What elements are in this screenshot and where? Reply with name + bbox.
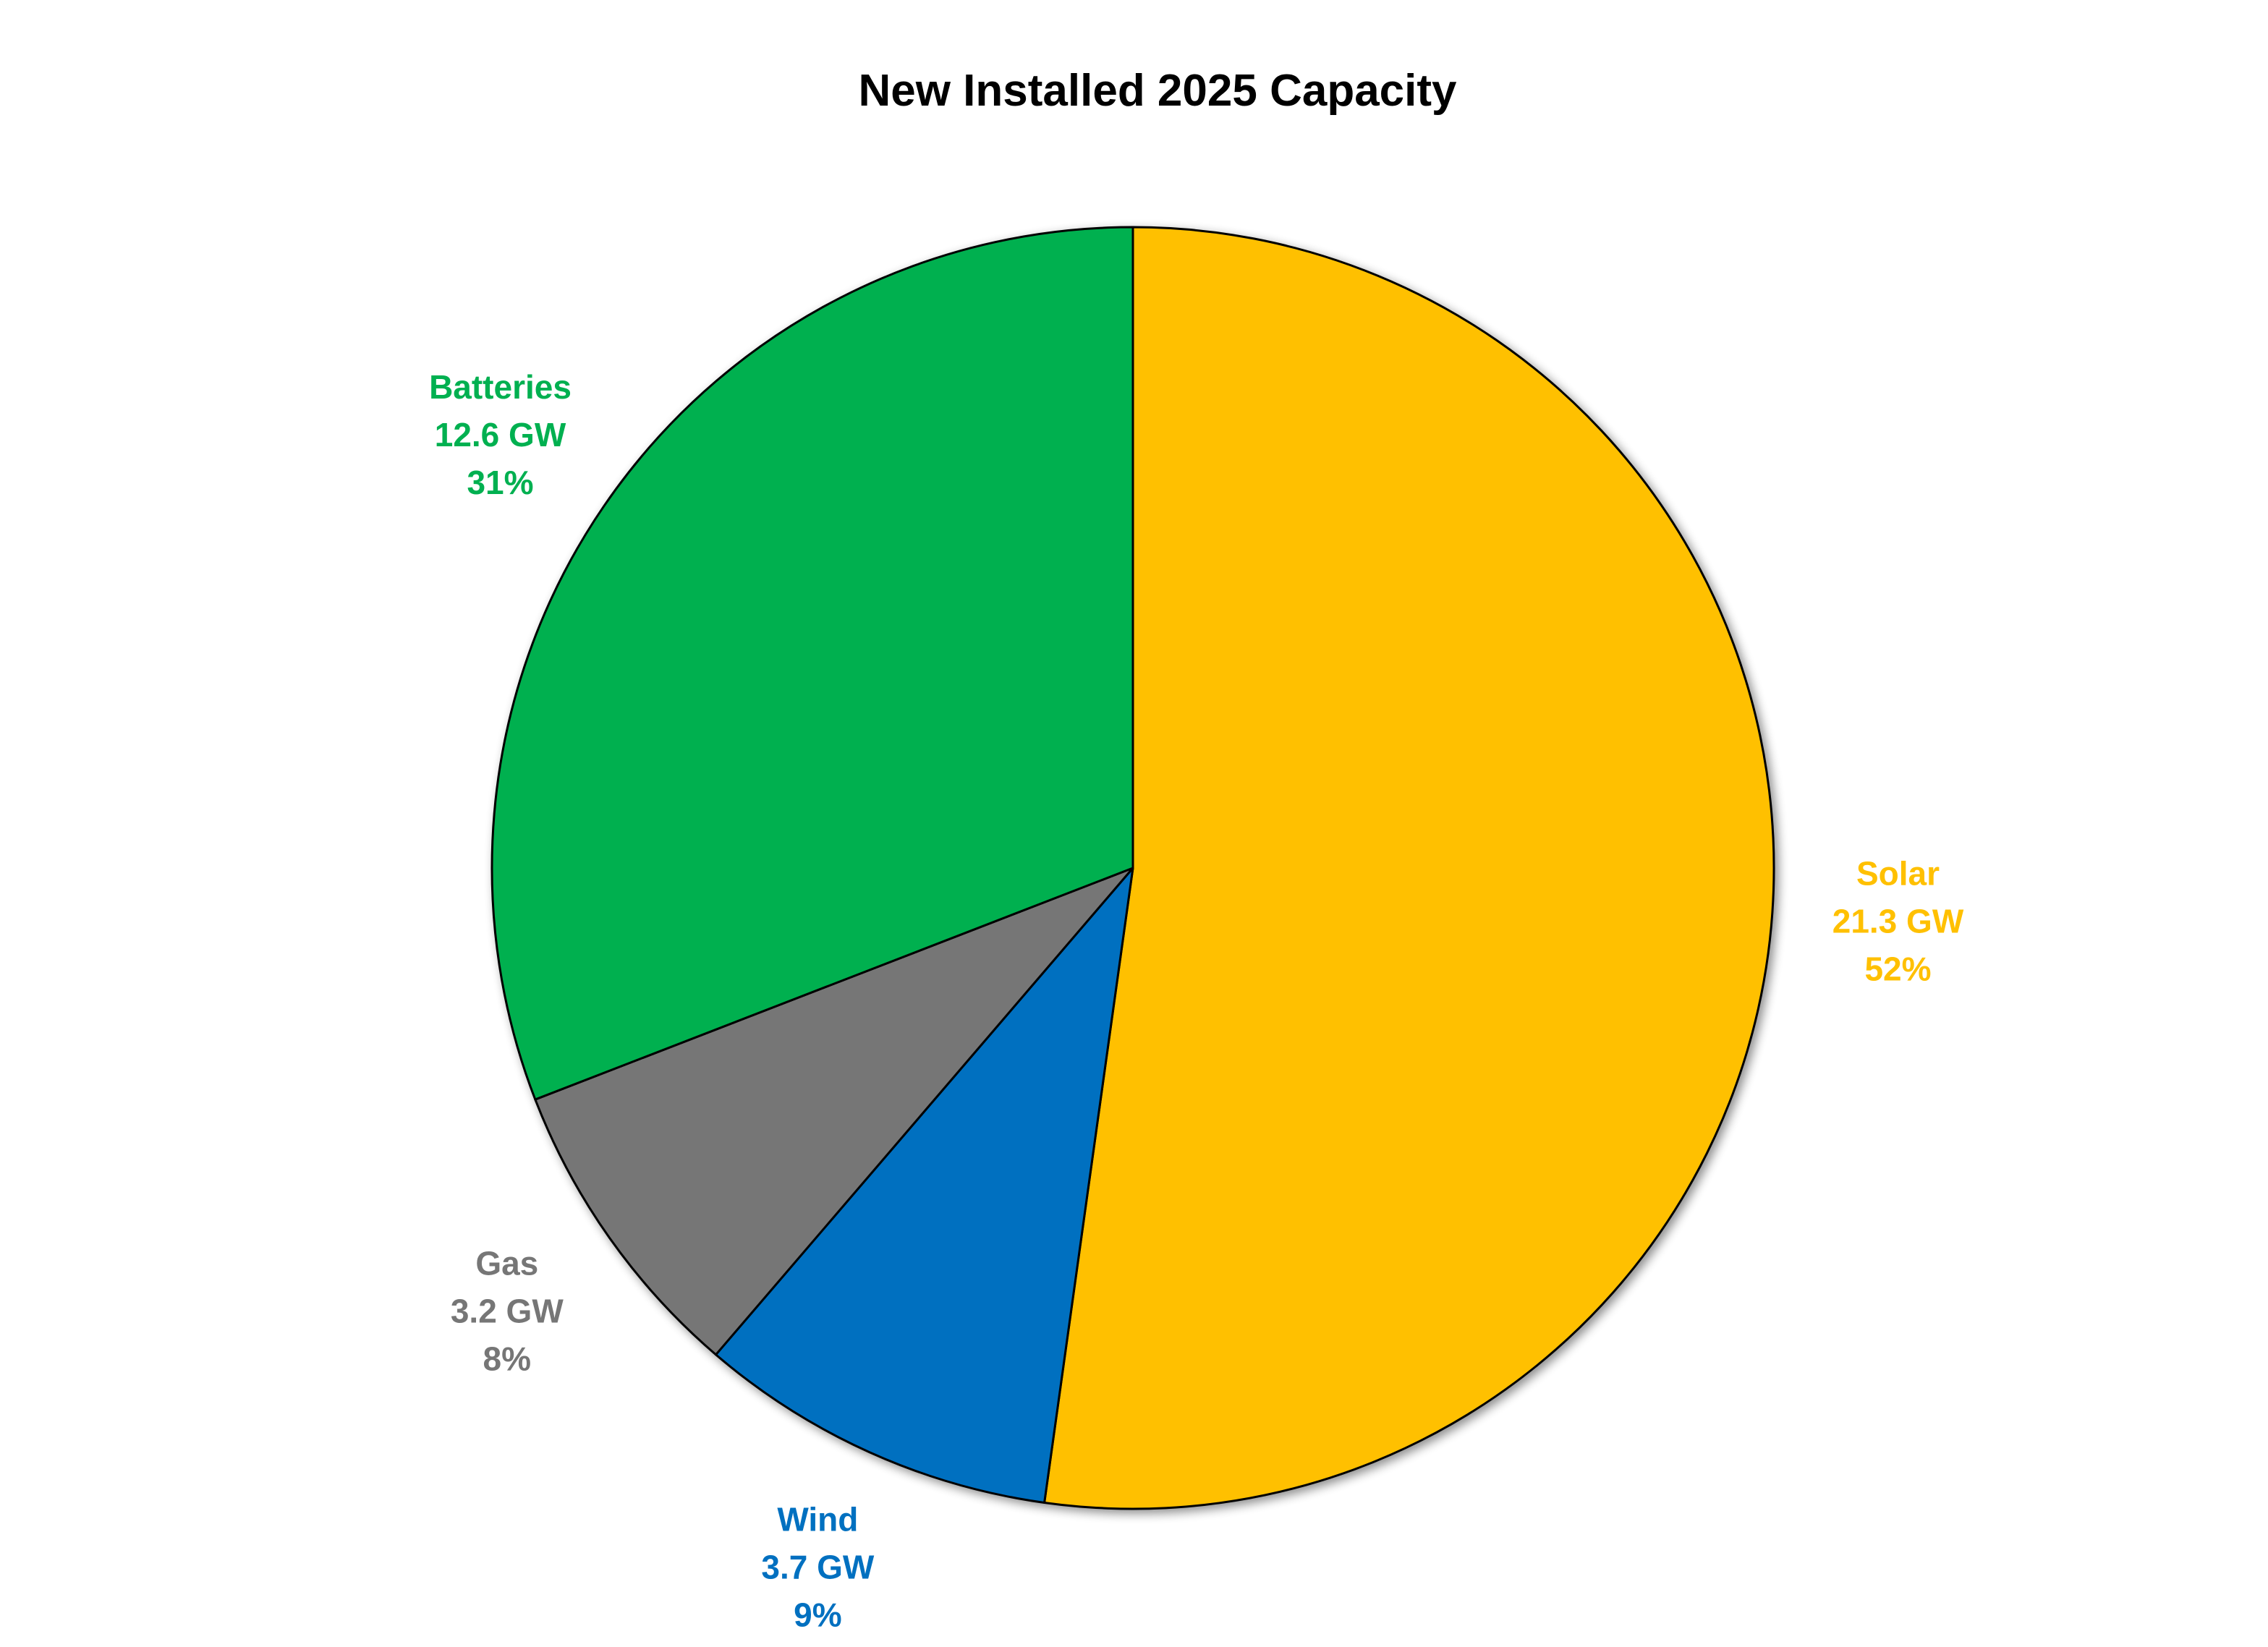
pie-labels: Solar 21.3 GW 52% Wind 3.7 GW 9% Gas 3.2 GW 8% Ba… [429,368,1964,1633]
chart-title: New Installed 2025 Capacity [858,66,1457,116]
slice-label-batteries-percent: 31% [467,464,533,501]
slice-label-wind-name: Wind [777,1500,858,1538]
slice-label-gas-value: 3.2 GW [451,1292,564,1329]
pie-slice-wind [715,867,1134,1504]
slice-label-solar-value: 21.3 GW [1832,902,1964,940]
slice-label-gas-percent: 8% [483,1340,531,1377]
pie-slice-gas [534,867,1134,1356]
pie-slices [490,226,1775,1510]
pie-slice-solar [1043,226,1775,1510]
slice-label-solar-name: Solar [1856,854,1940,892]
pie-slice-batteries [490,226,1134,1101]
slice-label-solar-percent: 52% [1864,950,1931,987]
slice-label-gas-name: Gas [475,1244,538,1282]
slice-label-batteries-value: 12.6 GW [435,416,566,454]
slice-label-wind-percent: 9% [794,1596,841,1633]
slice-label-batteries-name: Batteries [429,368,572,406]
slice-label-wind-value: 3.7 GW [761,1548,875,1586]
